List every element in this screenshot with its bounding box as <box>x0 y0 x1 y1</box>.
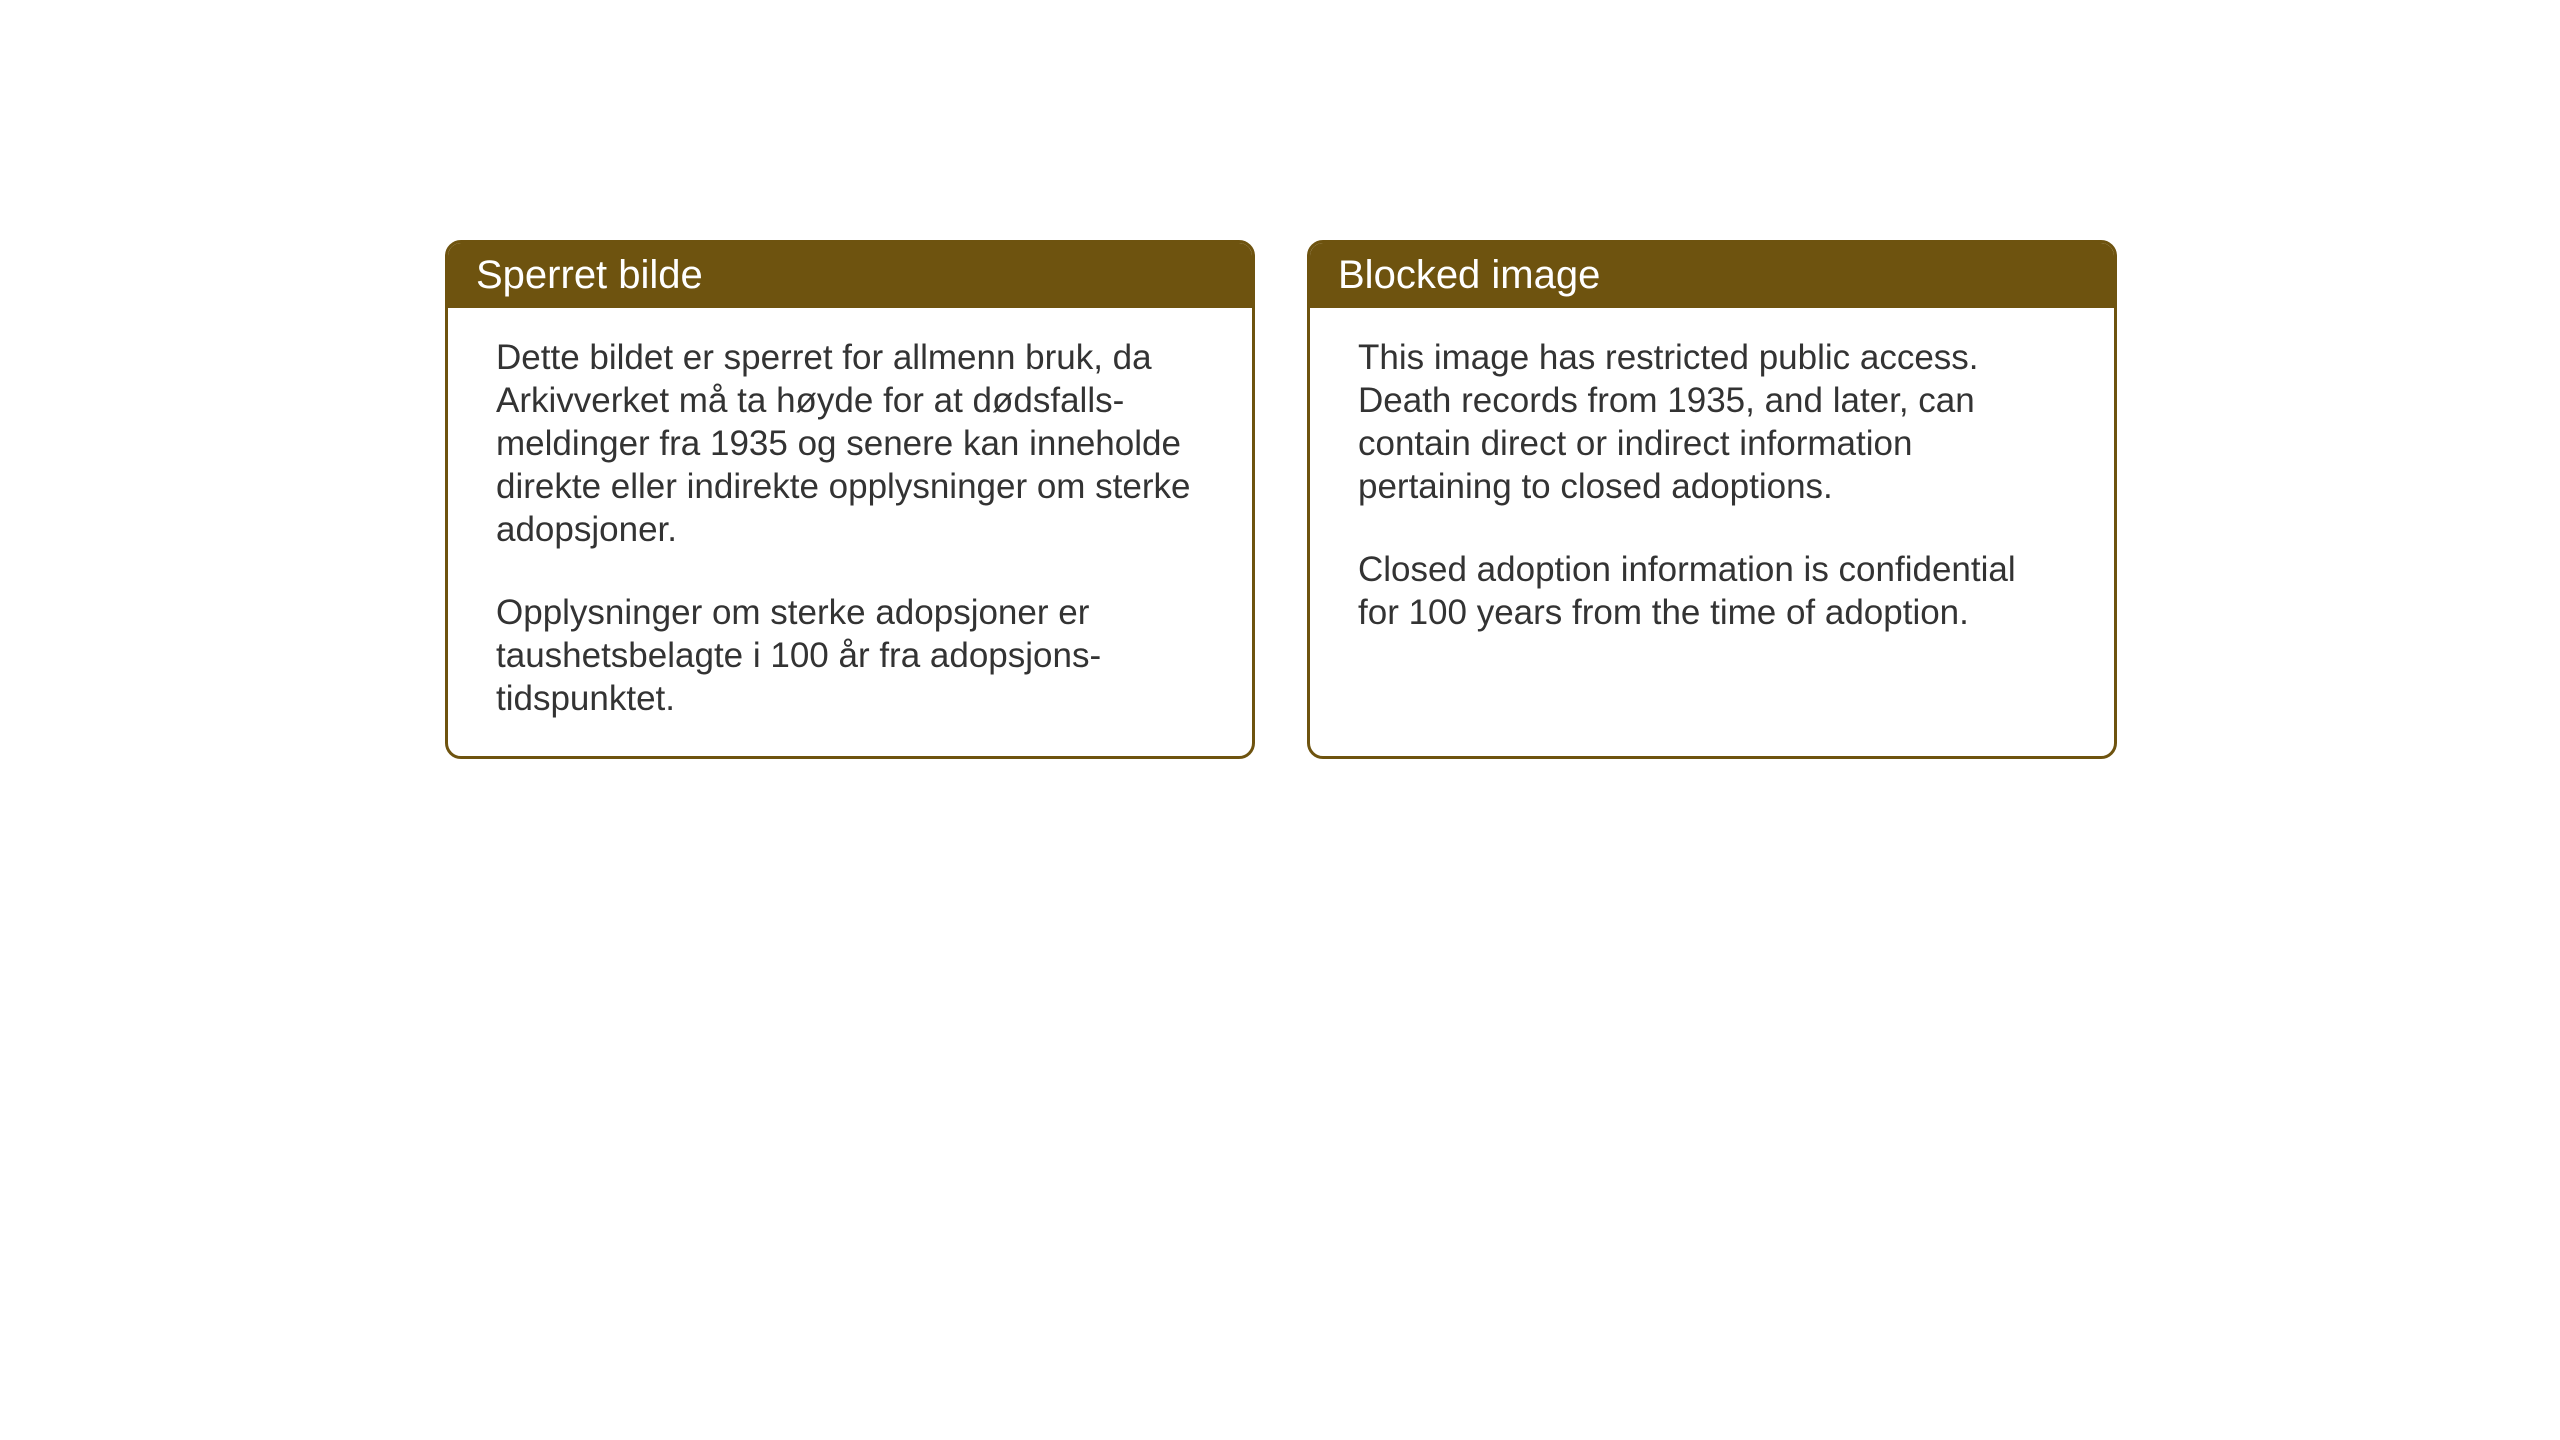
card-body-english: This image has restricted public access.… <box>1310 308 2114 670</box>
card-body-norwegian: Dette bildet er sperret for allmenn bruk… <box>448 308 1252 756</box>
card-english: Blocked image This image has restricted … <box>1307 240 2117 759</box>
card-norwegian: Sperret bilde Dette bildet er sperret fo… <box>445 240 1255 759</box>
card-header-norwegian: Sperret bilde <box>448 243 1252 308</box>
card-para1-norwegian: Dette bildet er sperret for allmenn bruk… <box>496 336 1204 551</box>
card-para2-english: Closed adoption information is confident… <box>1358 548 2066 634</box>
card-header-english: Blocked image <box>1310 243 2114 308</box>
card-para1-english: This image has restricted public access.… <box>1358 336 2066 508</box>
card-para2-norwegian: Opplysninger om sterke adopsjoner er tau… <box>496 591 1204 720</box>
card-title-norwegian: Sperret bilde <box>476 253 703 297</box>
cards-container: Sperret bilde Dette bildet er sperret fo… <box>445 240 2117 759</box>
card-title-english: Blocked image <box>1338 253 1600 297</box>
